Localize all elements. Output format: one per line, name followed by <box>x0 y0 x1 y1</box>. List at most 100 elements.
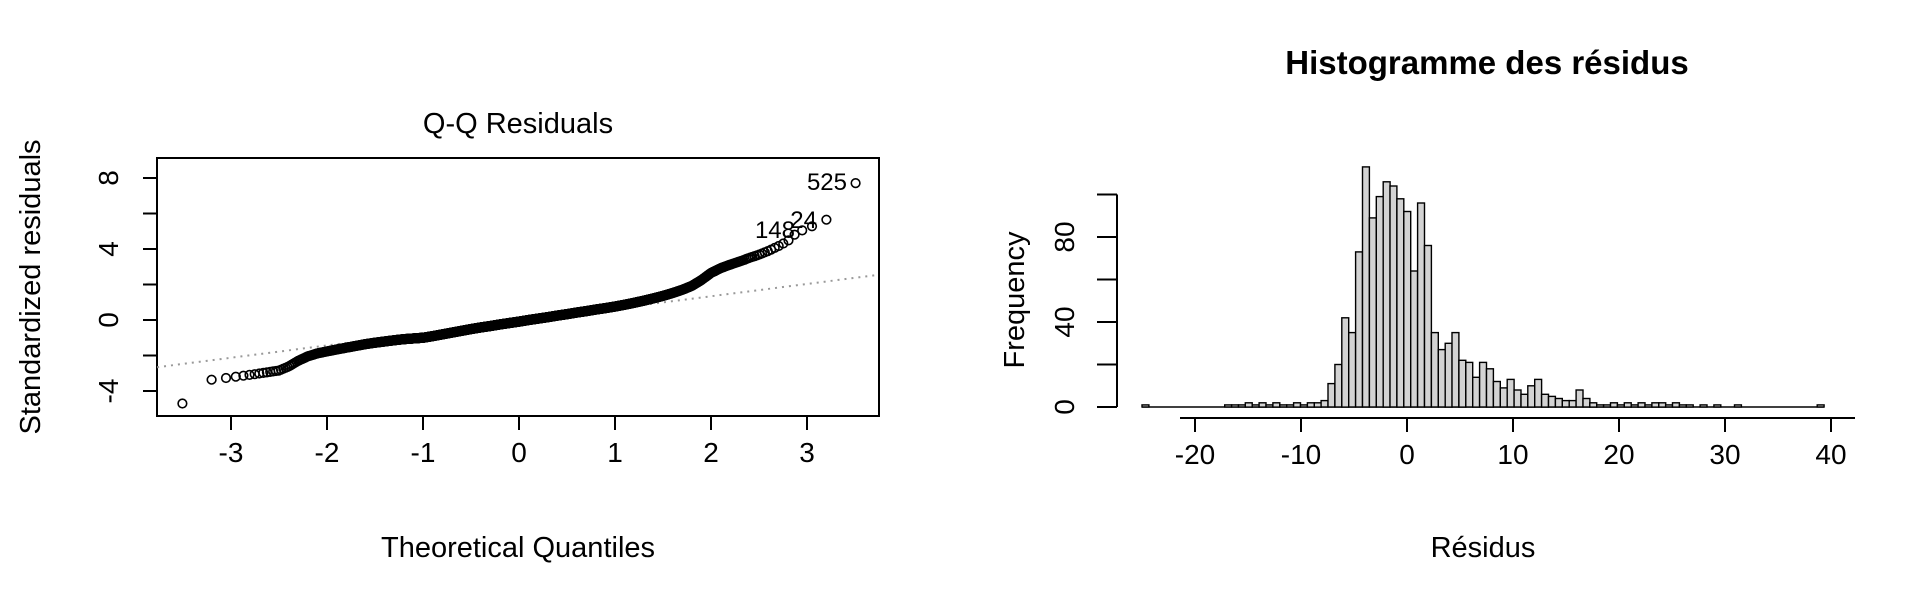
qq-x-tick-label: 1 <box>607 437 623 468</box>
qq-outlier-label: 525 <box>807 169 847 196</box>
qq-yaxis-title: Standardized residuals <box>15 139 47 434</box>
histogram-bar <box>1540 393 1550 408</box>
qq-x-tick-label: -2 <box>315 437 340 468</box>
histogram-bar <box>1409 270 1419 408</box>
histogram-bar <box>1285 404 1295 408</box>
histogram-bar <box>1637 402 1646 408</box>
histogram-bar <box>1816 404 1825 408</box>
histogram-bar <box>1499 387 1508 408</box>
histogram-bar <box>1602 404 1612 408</box>
histogram-bar <box>1368 217 1378 408</box>
histogram-bar <box>1451 331 1460 408</box>
qq-point <box>206 374 217 385</box>
histogram-bar <box>1713 404 1722 408</box>
qq-y-tick-label: 4 <box>93 241 124 257</box>
histogram-bar <box>1341 317 1350 408</box>
qq-outlier-label: 24 <box>790 207 817 234</box>
qq-point <box>797 225 808 236</box>
qq-point <box>238 370 249 381</box>
histogram-bar <box>1506 378 1515 408</box>
histogram-bar <box>1664 404 1674 408</box>
histogram-bar <box>1547 395 1557 408</box>
qq-point <box>244 369 255 381</box>
histogram-bar <box>1733 404 1743 408</box>
hist-x-tick-label: 20 <box>1603 439 1634 470</box>
histogram-bar <box>1485 368 1495 408</box>
histogram-bar <box>1416 202 1426 408</box>
hist-x-tick-label: 0 <box>1399 439 1415 470</box>
hist-x-tick-label: 30 <box>1709 439 1740 470</box>
histogram-bar <box>1609 402 1619 408</box>
qq-x-tick-label: -3 <box>219 437 244 468</box>
histogram-bar <box>1520 393 1529 408</box>
histogram-bar <box>1678 404 1688 408</box>
histogram-bar <box>1616 404 1626 408</box>
histogram-bar <box>1685 404 1694 408</box>
qq-x-tick-label: 3 <box>799 437 815 468</box>
qq-x-tick-label: 2 <box>703 437 719 468</box>
qq-point <box>220 372 232 384</box>
qq-x-tick-label: -1 <box>411 437 436 468</box>
histogram-bar <box>1279 404 1288 408</box>
hist-y-tick-label: 40 <box>1049 306 1080 337</box>
histogram-panel: Histogramme des résidus Résidus Frequenc… <box>999 44 1855 564</box>
hist-x-tick-label: 40 <box>1815 439 1846 470</box>
qq-point <box>778 238 789 249</box>
histogram-bar <box>1396 198 1405 408</box>
histogram-bar <box>1658 402 1667 408</box>
qq-point <box>850 178 861 189</box>
histogram-bar <box>1699 404 1708 408</box>
hist-y-tick-label: 0 <box>1049 399 1080 415</box>
histogram-bar <box>1554 397 1564 408</box>
histogram-bar <box>1306 402 1316 408</box>
histogram-bar <box>1568 399 1577 408</box>
histogram-bar <box>1382 181 1391 408</box>
qq-xaxis-title: Theoretical Quantiles <box>381 532 655 564</box>
histogram-bar <box>1437 348 1446 408</box>
histogram-bar <box>1361 166 1371 408</box>
histogram-bar <box>1251 404 1260 408</box>
histogram-bar <box>1375 195 1384 408</box>
histogram-bar <box>1575 389 1584 408</box>
histogram-bar <box>1223 404 1233 408</box>
histogram-bar <box>1492 380 1502 408</box>
histogram-bar <box>1671 402 1681 408</box>
histogram-bar <box>1595 404 1605 408</box>
qq-point <box>254 368 265 379</box>
hist-x-tick-label: -20 <box>1175 439 1215 470</box>
histogram-bar <box>1265 404 1274 408</box>
qq-point <box>258 367 269 379</box>
qq-y-tick-label: 0 <box>93 312 124 328</box>
qq-point <box>789 229 800 240</box>
qq-y-tick-label: -4 <box>93 379 124 404</box>
histogram-bar <box>1589 402 1598 408</box>
histogram-bar <box>1299 404 1309 408</box>
qq-plot-panel: Q-Q Residuals Theoretical Quantiles Stan… <box>15 108 880 564</box>
histogram-bar <box>1327 382 1336 408</box>
histogram-bar <box>1533 378 1543 408</box>
qq-x-tick-label: 0 <box>511 437 527 468</box>
histogram-title: Histogramme des résidus <box>1285 44 1688 81</box>
histogram-bar <box>1513 389 1522 408</box>
qq-plot-title: Q-Q Residuals <box>423 108 613 140</box>
histogram-bar <box>1320 399 1329 408</box>
histogram-xaxis-title: Résidus <box>1431 532 1536 564</box>
histogram-bar <box>1651 402 1660 408</box>
histogram-bar <box>1582 397 1591 408</box>
histogram-bar <box>1527 385 1536 408</box>
histogram-bar <box>1347 331 1357 408</box>
histogram-bar <box>1471 376 1481 408</box>
qq-point <box>177 398 188 409</box>
histogram-bar <box>1478 361 1488 408</box>
histogram-bar <box>1313 402 1322 408</box>
histogram-bar <box>1423 244 1433 408</box>
qq-point <box>230 371 241 382</box>
qq-outlier-label: 148 <box>755 217 795 244</box>
qq-point <box>806 221 818 232</box>
histogram-bar <box>1630 404 1639 408</box>
histogram-yaxis-title: Frequency <box>999 231 1031 369</box>
histogram-bar <box>1389 185 1398 408</box>
